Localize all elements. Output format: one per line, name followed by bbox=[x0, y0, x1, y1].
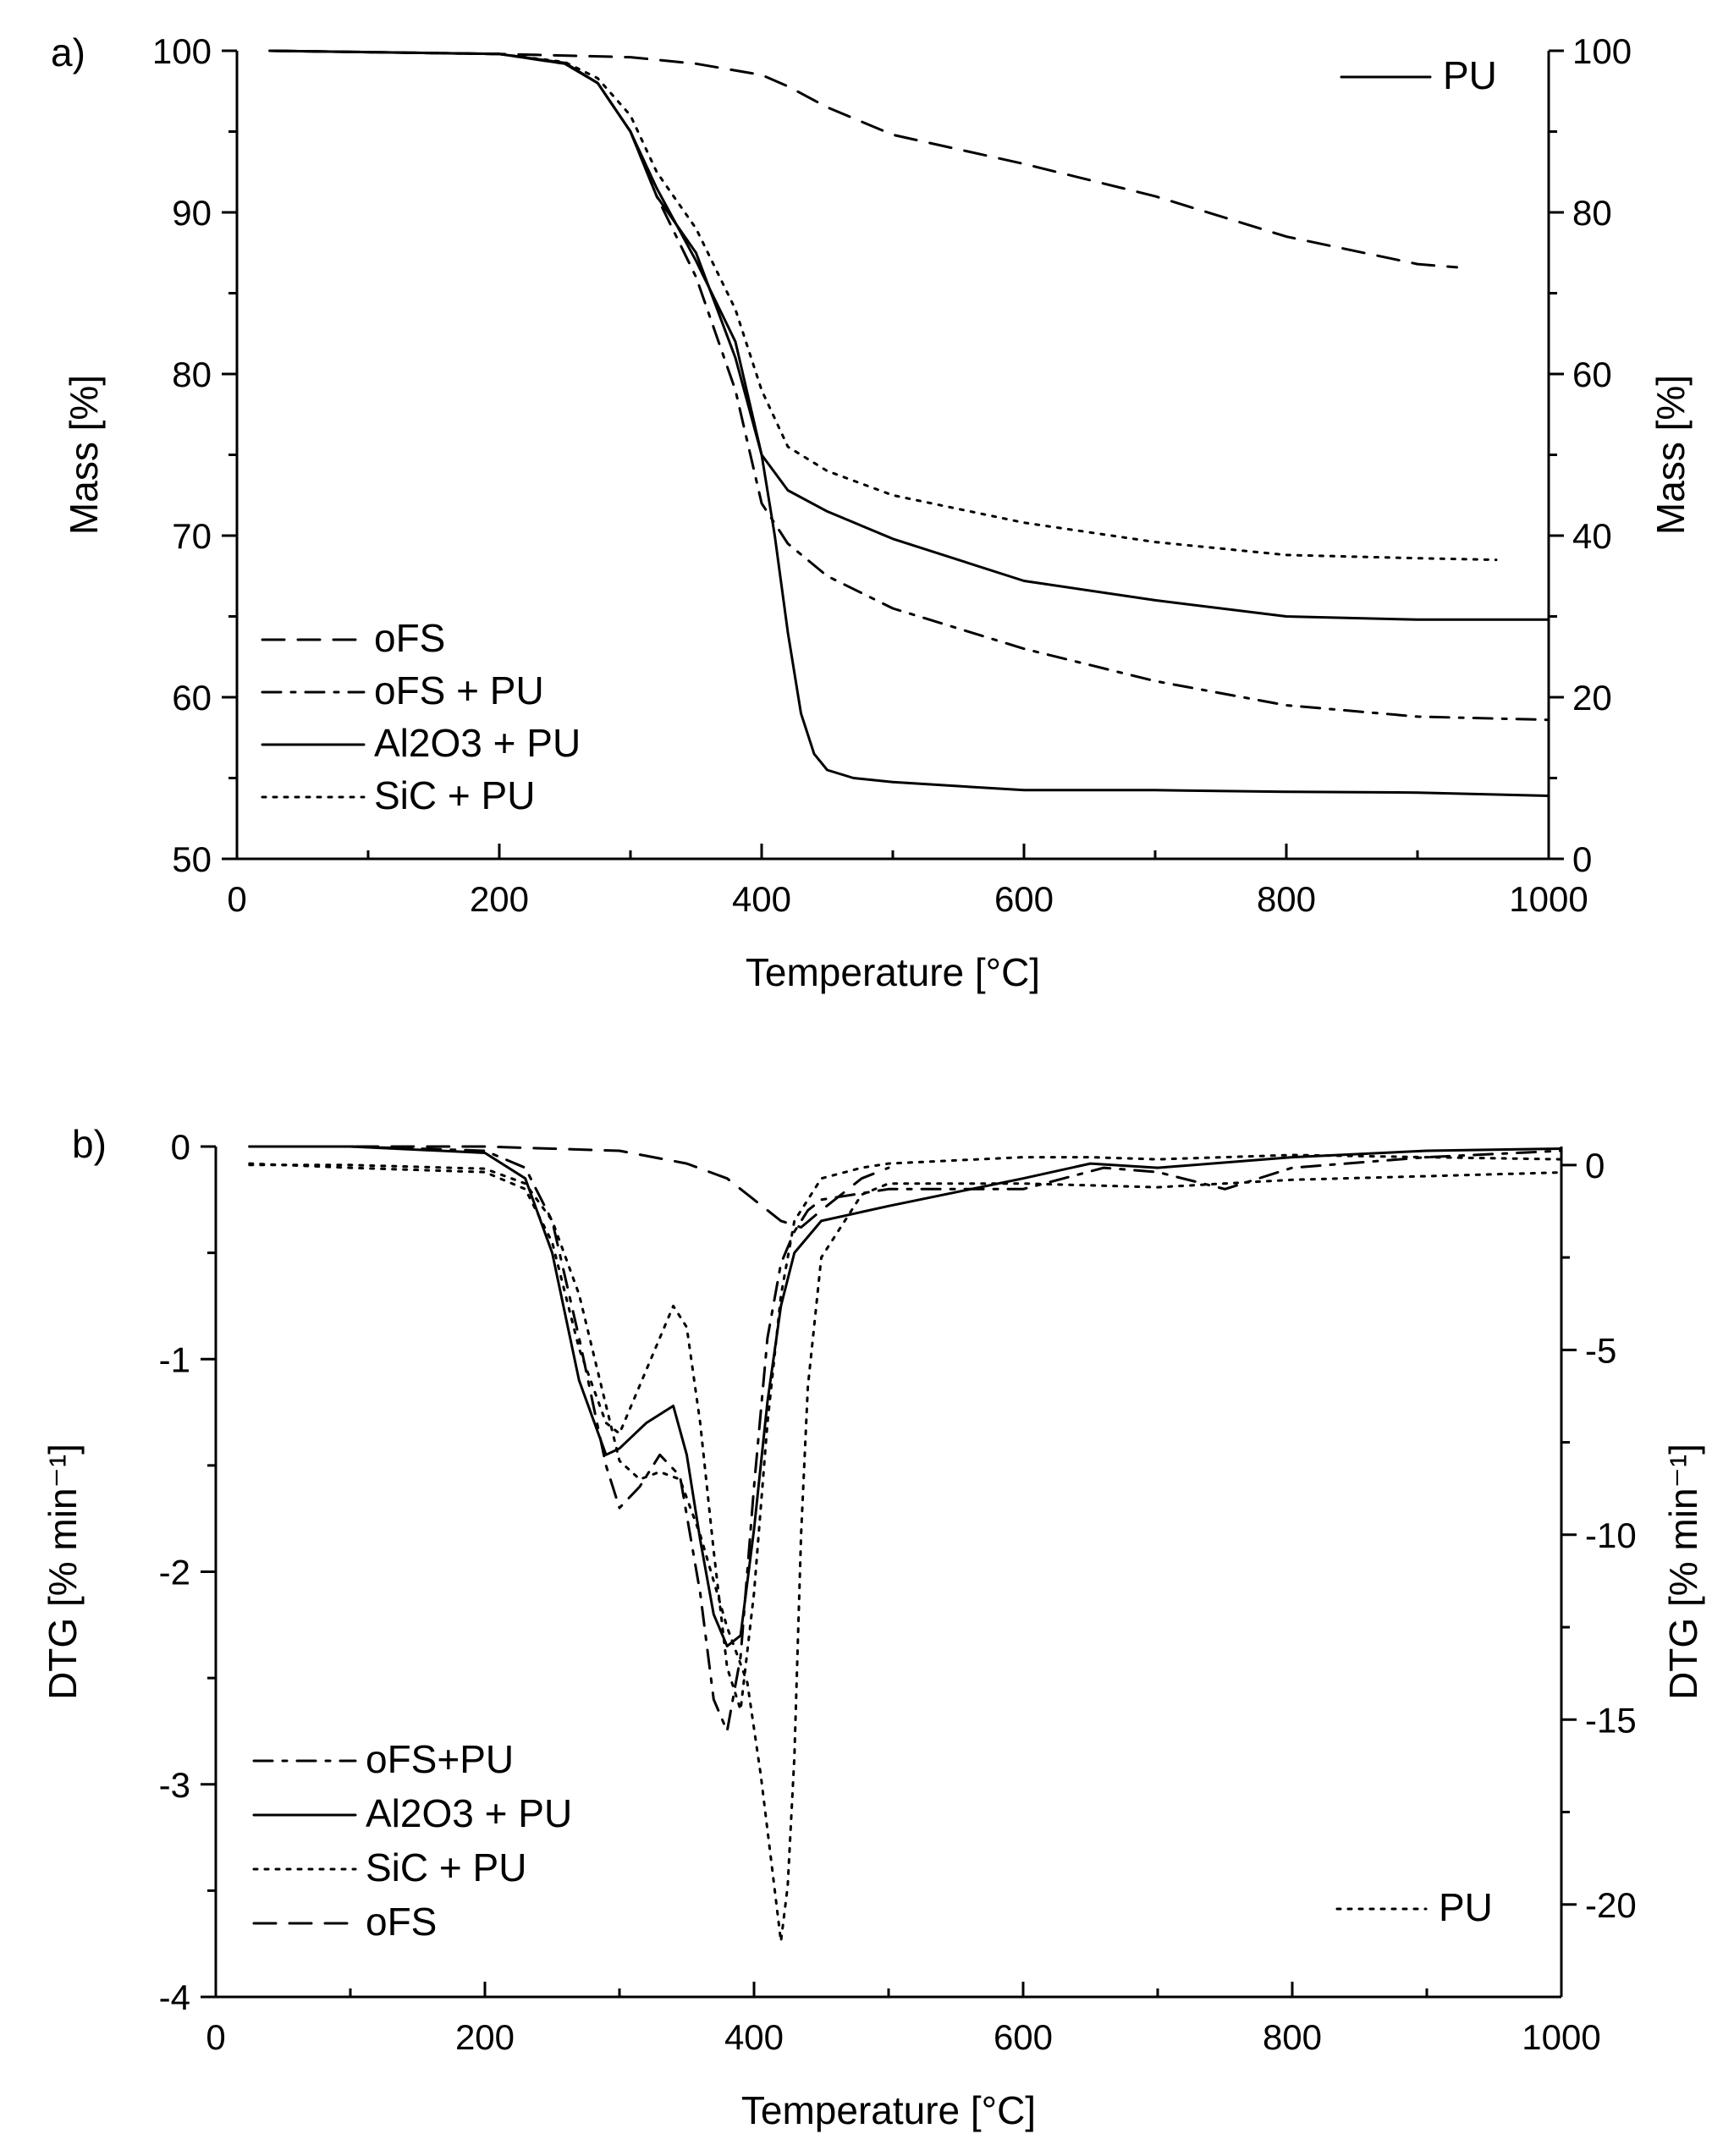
y-tick-label-right: -20 bbox=[1585, 1885, 1637, 1925]
y-tick-label-right: 100 bbox=[1572, 31, 1632, 71]
panel-b: 0 200 400 600 800 1000-4-3-2-10-20-15-10-50Te… bbox=[41, 1122, 1705, 2132]
y-tick-label-right: 0 bbox=[1572, 839, 1592, 879]
y-tick-label-right: 0 bbox=[1585, 1146, 1605, 1185]
legend-entry: Al2O3 + PU bbox=[366, 1791, 572, 1835]
y-tick-label-left: 60 bbox=[172, 678, 212, 718]
y-axis-title-right: Mass [%] bbox=[1649, 375, 1693, 535]
legend-entry-secondary: PU bbox=[1439, 1885, 1493, 1929]
series-sic-pu bbox=[268, 49, 1498, 562]
x-tick-label: 1000 bbox=[1509, 879, 1588, 919]
legend-entry: SiC + PU bbox=[366, 1845, 526, 1889]
y-tick-label-right: -10 bbox=[1585, 1515, 1637, 1555]
y-tick-label-left: -1 bbox=[159, 1339, 190, 1379]
legend-entry: Al2O3 + PU bbox=[374, 721, 581, 765]
y-tick-label-right: -5 bbox=[1585, 1330, 1616, 1370]
y-tick-label-left: 100 bbox=[152, 31, 212, 71]
x-tick-label: 600 bbox=[994, 2017, 1053, 2057]
series-ofs bbox=[248, 1145, 890, 1229]
y-tick-label-left: 50 bbox=[172, 839, 212, 879]
legend-entry-secondary: PU bbox=[1443, 53, 1497, 97]
legend-entry: oFS+PU bbox=[366, 1737, 514, 1781]
y-axis-title-right: DTG [% min⁻¹] bbox=[1661, 1444, 1705, 1700]
y-tick-label-left: -4 bbox=[159, 1977, 190, 2017]
x-tick-label: 400 bbox=[732, 879, 791, 919]
y-tick-label-left: 70 bbox=[172, 516, 212, 556]
x-tick-label: 200 bbox=[455, 2017, 515, 2057]
legend-entry: oFS + PU bbox=[374, 668, 544, 712]
x-axis-title: Temperature [°C] bbox=[746, 950, 1040, 994]
legend-entry: SiC + PU bbox=[374, 773, 535, 817]
series-ofs-pu bbox=[248, 1145, 1563, 1733]
y-tick-label-right: 60 bbox=[1572, 355, 1612, 394]
y-tick-label-left: 80 bbox=[172, 355, 212, 394]
y-tick-label-right: 80 bbox=[1572, 193, 1612, 233]
x-tick-label: 800 bbox=[1257, 879, 1316, 919]
y-tick-label-right: -15 bbox=[1585, 1700, 1637, 1740]
x-tick-label: 200 bbox=[470, 879, 529, 919]
x-tick-label: 0 bbox=[206, 2017, 225, 2057]
y-tick-label-right: 20 bbox=[1572, 678, 1612, 718]
panel-a: 0 200 400 600 800 100050607080901000204060801… bbox=[51, 30, 1693, 994]
series-ofs bbox=[268, 49, 1458, 269]
legend-entry: oFS bbox=[374, 616, 445, 660]
y-axis-title-left: Mass [%] bbox=[62, 375, 106, 535]
legend-entry: oFS bbox=[366, 1900, 437, 1944]
series-pu bbox=[268, 49, 1550, 797]
y-axis-title-left: DTG [% min⁻¹] bbox=[41, 1444, 85, 1700]
series-pu bbox=[248, 1163, 1563, 1943]
x-tick-label: 0 bbox=[227, 879, 246, 919]
y-tick-label-right: 40 bbox=[1572, 516, 1612, 556]
x-tick-label: 800 bbox=[1263, 2017, 1322, 2057]
x-tick-label: 1000 bbox=[1522, 2017, 1600, 2057]
y-tick-label-left: 0 bbox=[171, 1127, 190, 1167]
x-tick-label: 400 bbox=[724, 2017, 784, 2057]
x-tick-label: 600 bbox=[994, 879, 1054, 919]
y-tick-label-left: 90 bbox=[172, 193, 212, 233]
panel-label: a) bbox=[51, 30, 85, 74]
x-axis-title: Temperature [°C] bbox=[741, 2088, 1036, 2132]
panel-label: b) bbox=[72, 1122, 107, 1166]
y-tick-label-left: -2 bbox=[159, 1553, 190, 1592]
y-tick-label-left: -3 bbox=[159, 1765, 190, 1805]
series-al2o3-pu bbox=[248, 1145, 1563, 1647]
